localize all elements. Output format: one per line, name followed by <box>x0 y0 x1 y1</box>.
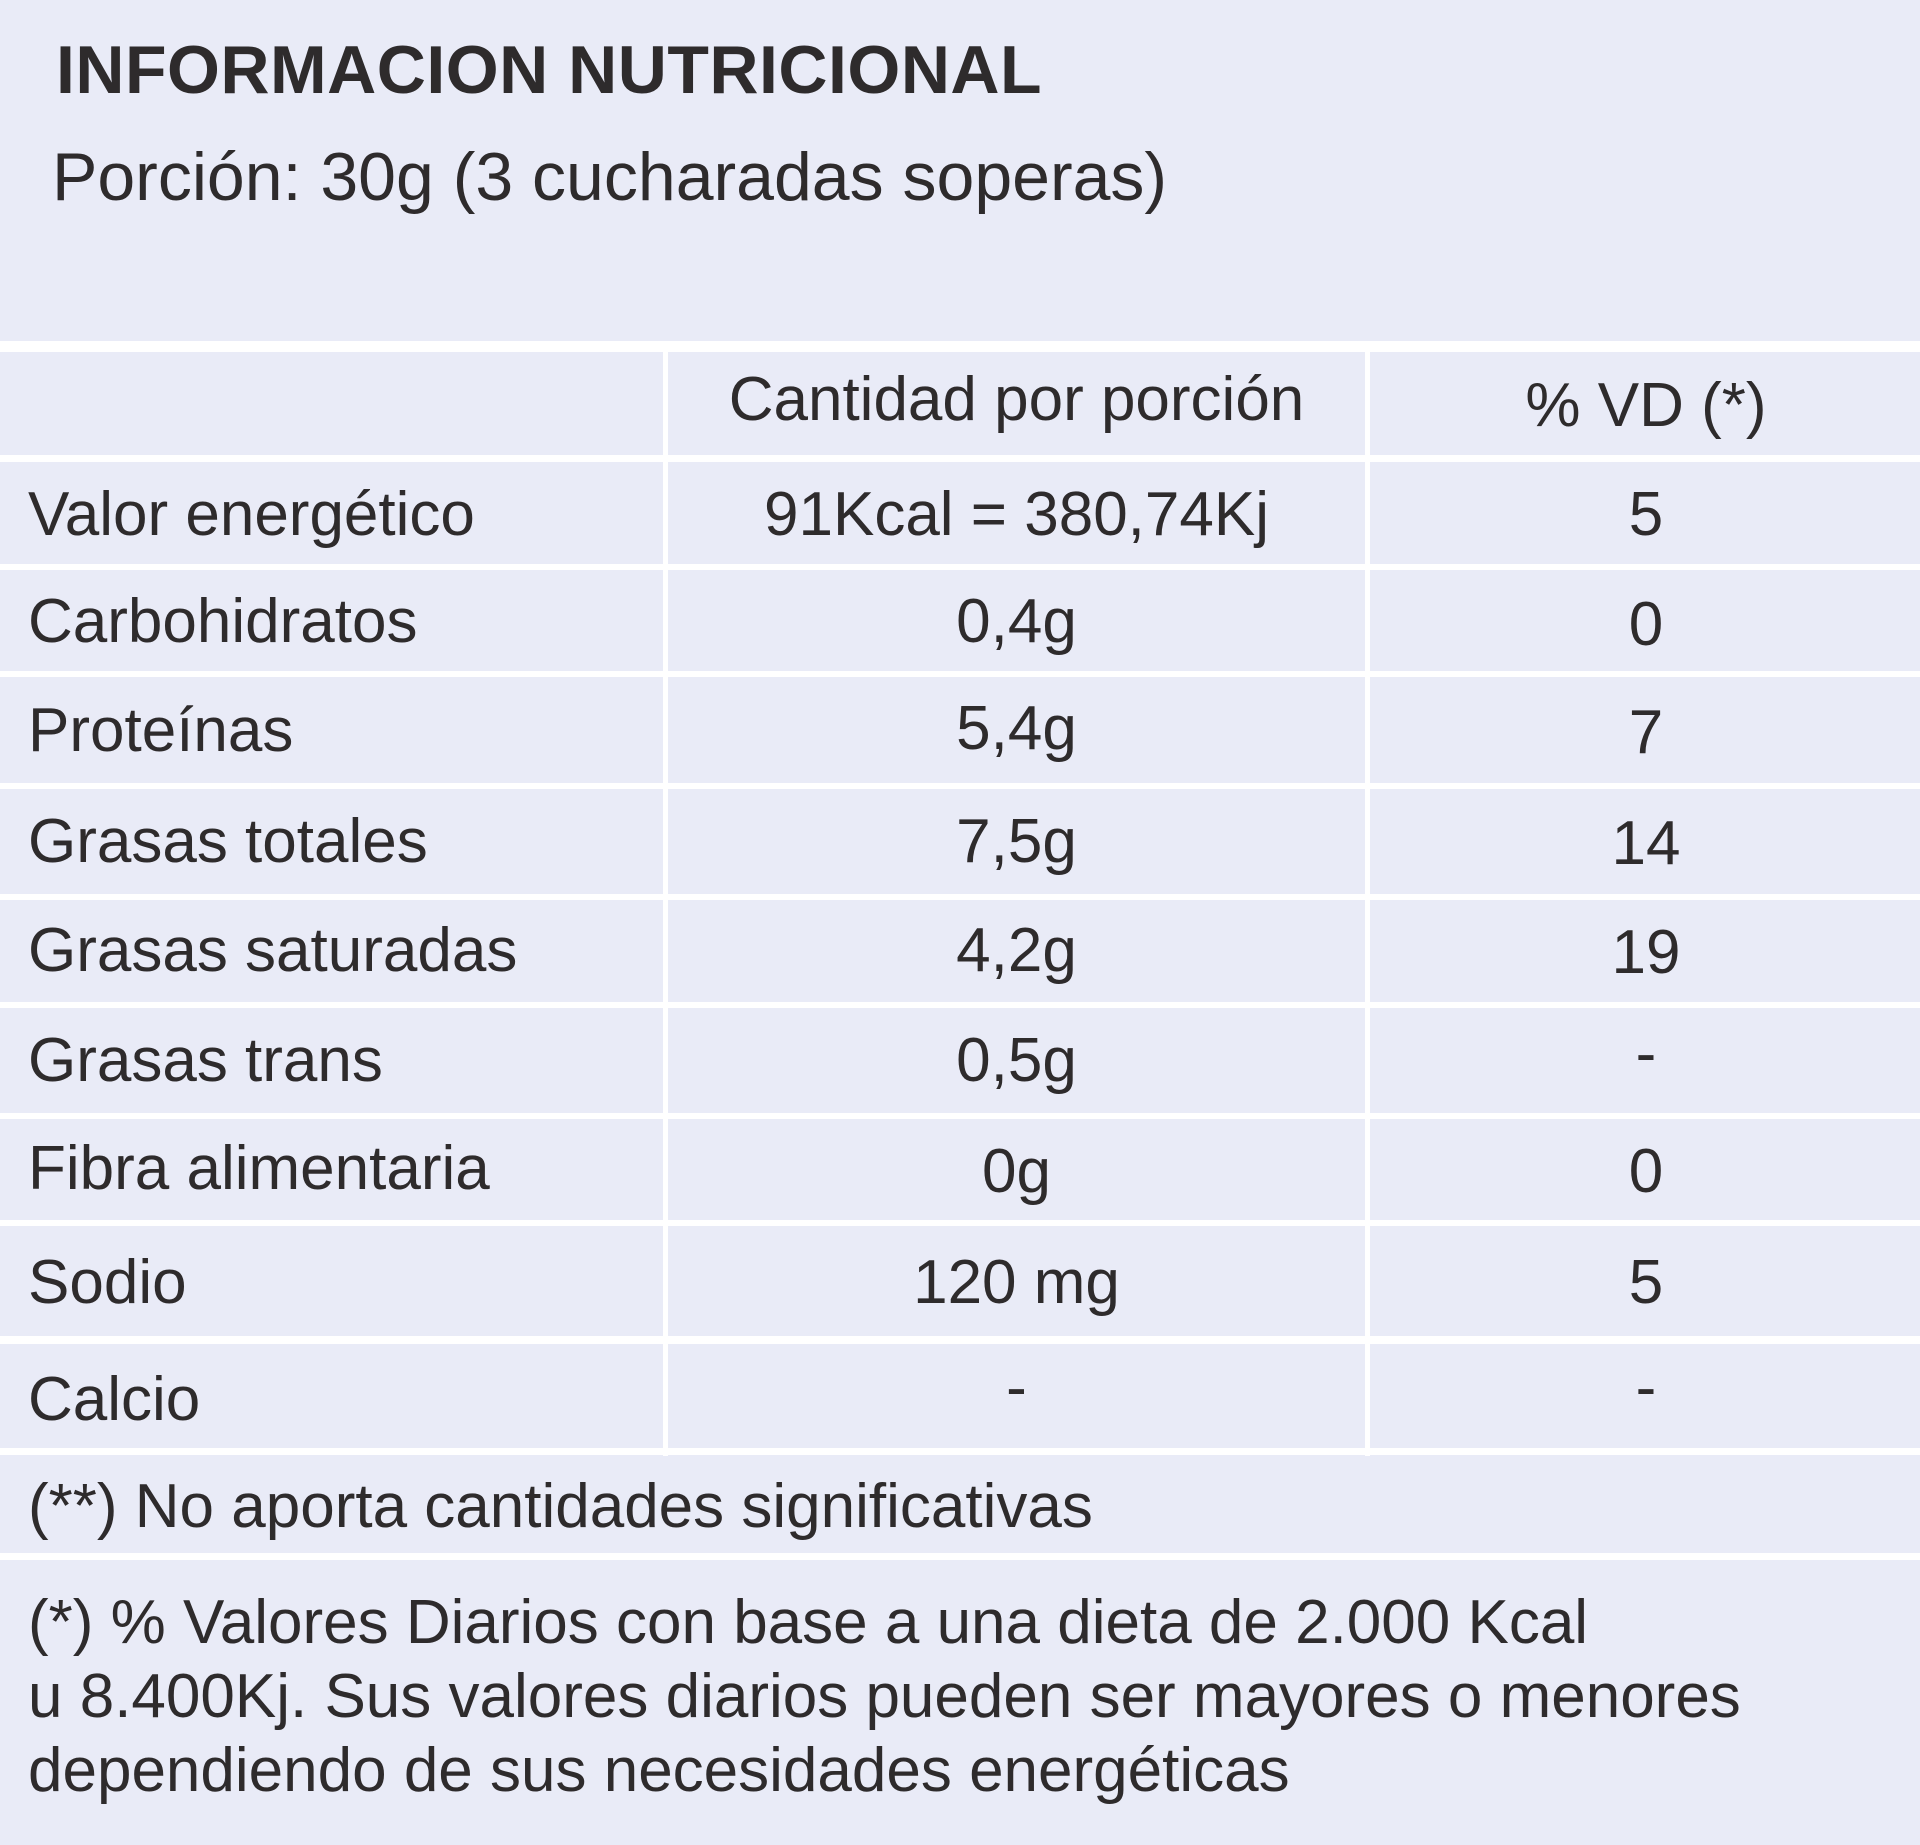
row-divider <box>0 1553 1920 1560</box>
row-divider <box>0 1002 1920 1008</box>
row-divider <box>0 1113 1920 1119</box>
nutrient-amount: 0,5g <box>956 1026 1077 1095</box>
nutrient-name: Grasas trans <box>28 1026 383 1095</box>
nutrient-amount: 0g <box>982 1137 1051 1206</box>
row-divider <box>0 564 1920 570</box>
table-top-border <box>0 341 1920 352</box>
nutrient-daily-value: - <box>1635 1353 1657 1422</box>
column-divider <box>663 350 668 1456</box>
nutrient-amount: 91Kcal = 380,74Kj <box>764 480 1269 549</box>
nutrient-amount: - <box>1006 1353 1027 1422</box>
nutrient-amount: 0,4g <box>956 587 1077 656</box>
row-divider <box>0 783 1920 789</box>
nutrient-daily-value: 5 <box>1628 480 1664 549</box>
nutrient-amount: 120 mg <box>913 1248 1120 1317</box>
footnote-daily-values-line: u 8.400Kj. Sus valores diarios pueden se… <box>28 1662 1741 1731</box>
footnote-not-significant: (**) No aporta cantidades significativas <box>28 1472 1093 1541</box>
nutrient-name: Calcio <box>28 1365 201 1434</box>
column-divider <box>1365 350 1370 1456</box>
nutrient-daily-value: 19 <box>1611 918 1681 987</box>
footnote-daily-values-line: (*) % Valores Diarios con base a una die… <box>28 1588 1589 1657</box>
column-header-amount: Cantidad por porción <box>728 365 1305 434</box>
column-header-daily-value: % VD (*) <box>1525 371 1767 440</box>
nutrient-name: Proteínas <box>28 696 294 765</box>
nutrient-name: Valor energético <box>28 480 475 549</box>
nutrient-amount: 5,4g <box>956 694 1077 763</box>
nutrient-name: Carbohidratos <box>28 587 418 656</box>
nutrient-daily-value: 5 <box>1628 1248 1664 1317</box>
nutrient-name: Fibra alimentaria <box>28 1134 490 1203</box>
nutrient-daily-value: 14 <box>1611 809 1681 878</box>
row-divider <box>0 1336 1920 1344</box>
row-divider <box>0 1220 1920 1226</box>
nutrient-amount: 4,2g <box>956 916 1077 985</box>
nutrient-name: Grasas saturadas <box>28 916 518 985</box>
nutrient-daily-value: 0 <box>1628 590 1664 659</box>
nutrient-name: Sodio <box>28 1248 187 1317</box>
label-title: INFORMACION NUTRICIONAL <box>56 32 1043 108</box>
footnote-daily-values-line: dependiendo de sus necesidades energétic… <box>28 1736 1290 1805</box>
nutrient-daily-value: - <box>1635 1019 1657 1088</box>
nutrient-name: Grasas totales <box>28 807 428 876</box>
nutrient-daily-value: 0 <box>1628 1137 1664 1206</box>
serving-size: Porción: 30g (3 cucharadas soperas) <box>52 139 1168 215</box>
nutrient-amount: 7,5g <box>956 807 1077 876</box>
row-divider <box>0 671 1920 677</box>
row-divider <box>0 1448 1920 1455</box>
row-divider <box>0 455 1920 462</box>
nutrient-daily-value: 7 <box>1628 698 1664 767</box>
row-divider <box>0 894 1920 900</box>
